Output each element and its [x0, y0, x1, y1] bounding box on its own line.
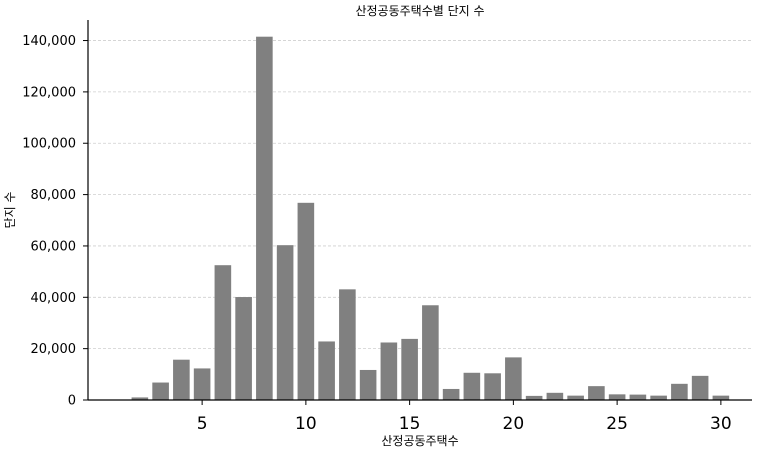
bar [588, 386, 605, 400]
bar [173, 360, 190, 400]
y-tick-label: 120,000 [22, 85, 76, 100]
y-tick-label: 40,000 [31, 291, 77, 306]
chart-title: 산정공동주택수별 단지 수 [355, 4, 484, 18]
bar [609, 394, 626, 400]
x-tick-label: 20 [503, 414, 525, 434]
bar [422, 305, 439, 400]
y-axis-title: 단지 수 [3, 192, 17, 229]
y-tick-label: 0 [68, 394, 76, 409]
bar [650, 396, 667, 400]
bar [152, 383, 169, 400]
bar [298, 203, 315, 400]
bar [526, 396, 543, 400]
bar [443, 389, 460, 400]
y-tick-label: 100,000 [22, 137, 76, 152]
bars [132, 37, 730, 400]
bar [567, 396, 584, 400]
x-tick-label: 5 [197, 414, 208, 434]
x-axis-title: 산정공동주택수 [381, 434, 458, 448]
bar [194, 368, 211, 400]
bar [547, 393, 564, 400]
x-tick-label: 30 [710, 414, 732, 434]
bar [360, 370, 377, 400]
x-tick-label: 15 [399, 414, 421, 434]
x-tick-label: 25 [606, 414, 628, 434]
x-axis-ticks: 5 10 15 20 25 30 [197, 400, 732, 434]
bar [630, 395, 647, 400]
y-tick-label: 80,000 [31, 188, 77, 203]
y-tick-label: 60,000 [31, 239, 77, 254]
bar [318, 341, 335, 400]
bar [381, 342, 398, 400]
bar [484, 373, 501, 400]
bar [215, 265, 232, 400]
bar [692, 376, 709, 400]
y-tick-label: 140,000 [22, 34, 76, 49]
bar [235, 297, 252, 400]
bar [277, 245, 294, 400]
bar [671, 384, 688, 400]
bar [505, 357, 522, 400]
x-tick-label: 10 [295, 414, 317, 434]
y-tick-label: 20,000 [31, 342, 77, 357]
bar [464, 373, 481, 400]
bar [401, 339, 418, 400]
bar [713, 396, 730, 400]
y-axis-ticks: 0 20,000 40,000 60,000 80,000 100,000 120,000 1… [22, 34, 88, 408]
bar [339, 289, 356, 400]
bar [256, 37, 273, 400]
grid-lines [88, 41, 752, 349]
